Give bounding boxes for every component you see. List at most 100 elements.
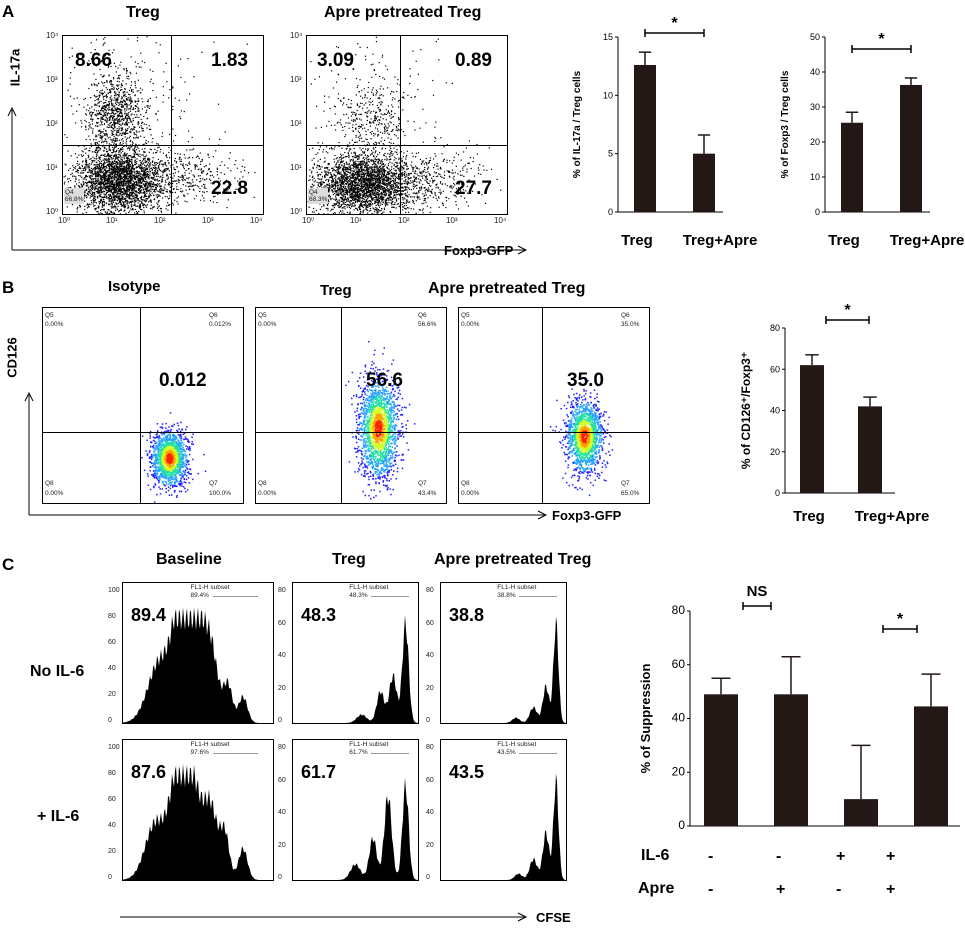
y-log-tick: 10¹ (290, 163, 302, 172)
y-log-tick: 10³ (46, 75, 58, 84)
subset-gate-label: FL1-H subset (349, 584, 389, 591)
bar (900, 84, 922, 212)
cfse-histogram: FL1-H subset 61.7% 61.7 (292, 739, 419, 881)
apre-q7: Q7 (621, 480, 630, 487)
condition-sign: + (886, 881, 896, 898)
condition-sign: - (836, 881, 842, 898)
subset-gate-label: FL1-H subset (349, 741, 389, 748)
iso-q6: Q6 (209, 312, 218, 319)
hist-y-tick: 0 (108, 717, 112, 724)
y-tick-label: 0 (775, 488, 780, 498)
iso-q7: Q7 (209, 480, 218, 487)
y-tick-label: 20 (810, 137, 820, 147)
histogram-area (441, 616, 566, 723)
il6-row-label: IL-6 (641, 847, 670, 864)
condition-sign: + (886, 848, 896, 865)
iso-q8: Q8 (45, 480, 54, 487)
y-tick-label: 80 (672, 603, 686, 617)
quadrant-vline (542, 308, 543, 503)
y-log-tick: 10⁴ (46, 31, 59, 40)
treg-big-value: 56.6 (366, 370, 403, 391)
apre-q4-gate: Q4 68.3% (308, 188, 329, 204)
foxp3-bar-chart: 0 10 20 30 40 50 % of Foxp3 / Treg cells Treg Tr… (780, 31, 964, 249)
condition-sign: - (776, 848, 782, 865)
bar (914, 706, 948, 826)
subset-gate-value: 48.3% (349, 592, 368, 599)
cd126-bar-chart: 0 20 40 60 80 % of CD126⁺/Foxp3⁺ Treg Treg+Apre… (739, 302, 930, 525)
cfse-histogram: FL1-H subset 97.6% 87.6 (122, 739, 274, 881)
hist-y-tick: 60 (426, 776, 434, 784)
y-tick-label: 20 (770, 447, 780, 457)
panel-b-apre-title: Apre pretreated Treg (428, 280, 586, 297)
subset-gate-label: FL1-H subset (497, 584, 537, 591)
hist-y-tick: 80 (278, 744, 286, 751)
hist-y-tick: 80 (108, 770, 116, 777)
subset-gate-value: 61.7% (349, 749, 368, 756)
category-label: Treg (621, 232, 653, 249)
histogram-area (293, 614, 418, 723)
panel-c-x-axis-label: CFSE (536, 910, 571, 925)
panel-a-apre-scatter: 3.09 0.89 27.7 Q4 68.3% (306, 35, 508, 215)
hist-y-tick: 40 (278, 809, 286, 816)
condition-sign: - (708, 848, 714, 865)
treg-ur-value: 1.83 (211, 50, 248, 71)
category-label: Treg+Apre (855, 508, 930, 525)
x-log-tick: 10⁰ (58, 216, 71, 225)
y-log-tick: 10² (46, 119, 58, 128)
quadrant-hline (307, 145, 507, 146)
subset-gate-value: 43.5% (497, 749, 516, 756)
hist-y-tick: 60 (278, 619, 286, 627)
y-tick-label: 10 (810, 172, 820, 182)
proliferation-value: 43.5 (449, 762, 485, 782)
treg-q5: Q5 (258, 312, 267, 319)
bar (858, 406, 882, 493)
treg-q6: Q6 (418, 312, 427, 319)
panel-b-isotype-title: Isotype (108, 278, 161, 295)
apre-q5-value: 0.00% (461, 321, 480, 328)
hist-y-tick: 0 (108, 874, 112, 881)
x-log-tick: 10² (154, 216, 166, 225)
y-log-tick: 10⁴ (290, 31, 303, 40)
y-tick-label: 5 (608, 149, 613, 159)
subset-gate-value: 38.8% (497, 592, 516, 599)
hist-y-tick: 20 (426, 684, 434, 692)
treg-lr-value: 22.8 (211, 178, 248, 199)
panel-a-treg-title: Treg (126, 4, 160, 21)
panel-a-x-axis-label: Foxp3-GFP (444, 243, 514, 258)
treg-ul-value: 8.66 (75, 50, 112, 71)
histogram-area (293, 777, 418, 880)
hist-y-tick: 40 (108, 665, 116, 672)
bar (841, 122, 863, 212)
x-log-tick: 10⁴ (250, 216, 263, 225)
significance-label: * (897, 611, 904, 628)
x-log-tick: 10³ (446, 216, 458, 225)
hist-y-tick: 0 (278, 874, 282, 881)
x-log-tick: 10³ (202, 216, 214, 225)
y-tick-label: 30 (810, 102, 820, 112)
bar (704, 694, 738, 826)
subset-gate-line (371, 753, 409, 754)
apre-dot-cloud (307, 36, 502, 214)
bar (634, 65, 656, 212)
hist-y-tick: 80 (278, 587, 286, 594)
iso-q5-value: 0.00% (45, 321, 64, 328)
hist-y-tick: 20 (278, 841, 286, 849)
quadrant-vline (400, 36, 401, 214)
subset-gate-line (371, 596, 409, 597)
quadrant-hline (459, 432, 649, 433)
hist-y-tick: 80 (426, 744, 434, 751)
iso-q7-value: 100.0% (209, 490, 232, 497)
subset-gate-value: 89.4% (190, 592, 209, 599)
panel-c-baseline-title: Baseline (156, 551, 222, 568)
apre-ul-value: 3.09 (317, 50, 354, 71)
y-axis-label: % of CD126⁺/Foxp3⁺ (739, 352, 753, 469)
significance-label: * (844, 302, 851, 319)
y-log-tick: 10⁰ (290, 207, 303, 216)
histogram-area (441, 773, 566, 880)
apre-q5: Q5 (461, 312, 470, 319)
x-log-tick: 10¹ (350, 216, 362, 225)
panel-letter-a: A (2, 2, 15, 21)
quadrant-vline (140, 308, 141, 503)
panel-a-x-arrow (12, 245, 528, 255)
proliferation-value: 89.4 (131, 605, 167, 625)
